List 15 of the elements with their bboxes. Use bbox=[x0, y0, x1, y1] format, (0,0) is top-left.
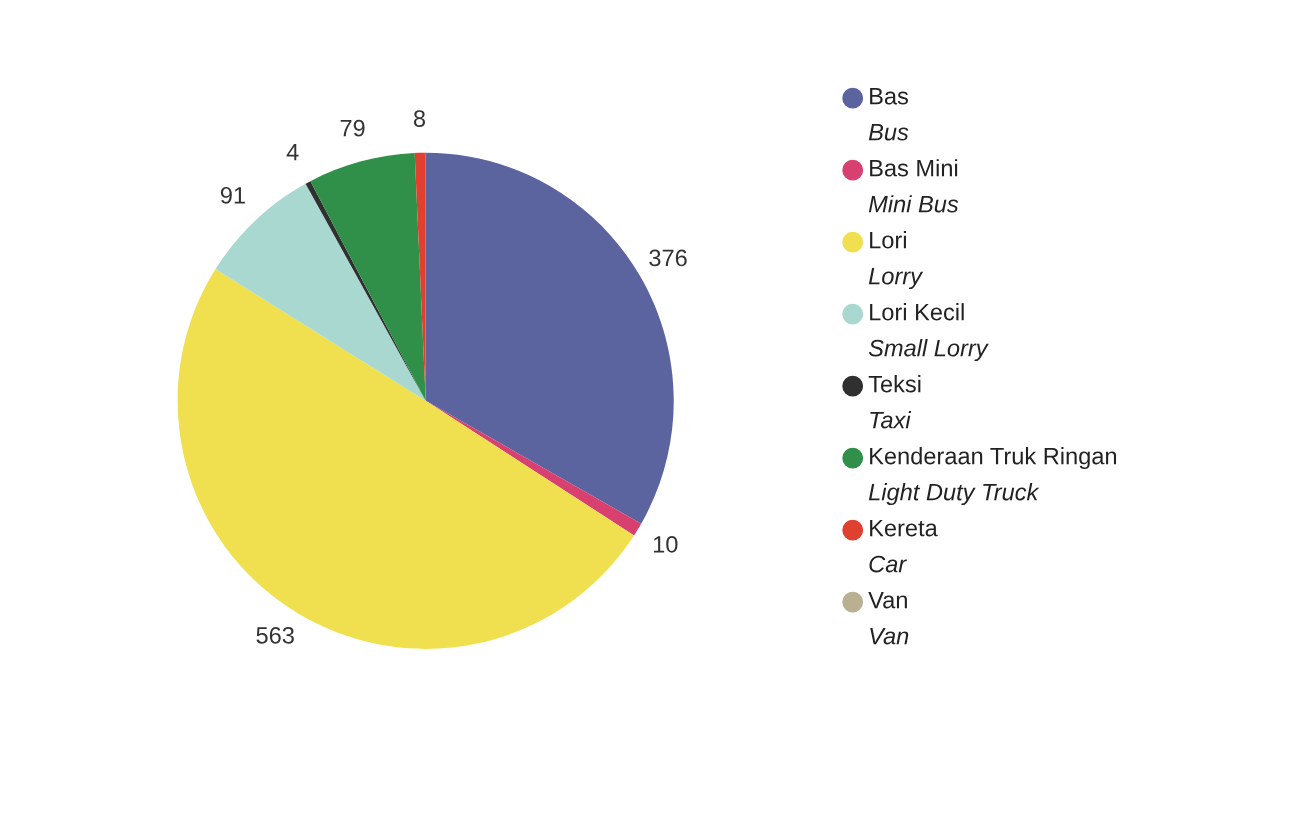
legend-label: Teksi Taxi bbox=[868, 375, 921, 429]
data-label: 79 bbox=[340, 119, 365, 137]
legend-label: Kenderaan Truk Ringan Light Duty Truck bbox=[868, 447, 1117, 506]
legend-label: Lori Lorry bbox=[868, 231, 924, 290]
data-label: 563 bbox=[256, 626, 294, 644]
data-label: 376 bbox=[649, 249, 687, 267]
legend-label: Bas Bus bbox=[868, 88, 909, 141]
data-label: 10 bbox=[653, 535, 678, 553]
legend-label: Lori Kecil Small Lorry bbox=[868, 303, 989, 362]
data-label: 8 bbox=[413, 110, 426, 127]
legend-label: Bas Mini Mini Bus bbox=[868, 159, 959, 213]
data-label: 4 bbox=[286, 143, 299, 161]
data-label: 91 bbox=[220, 186, 245, 204]
legend-label: Van Van bbox=[868, 591, 909, 645]
legend-label: Kereta Car bbox=[869, 519, 938, 573]
